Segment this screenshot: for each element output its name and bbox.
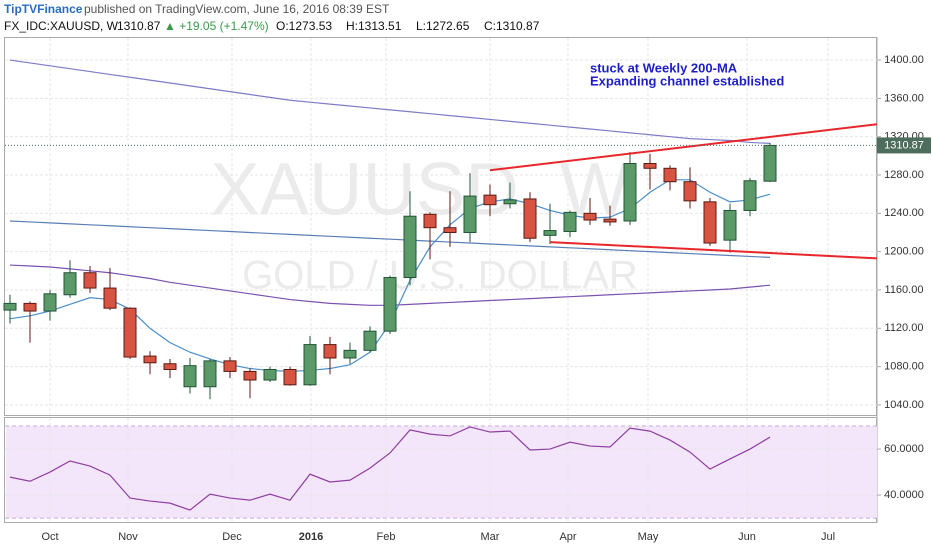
candle-body [683,181,697,202]
trend-line [489,123,878,172]
candle-body [443,227,457,233]
y-tick-label: 1280.00 [884,169,924,181]
candle-body [123,307,137,358]
candle-body [303,344,317,386]
last-price: 1310.87 [117,19,161,33]
last-price-box [877,137,931,154]
y-tick-label: 1040.00 [884,399,924,411]
candle-body [463,195,477,233]
y-tick-label: 1360.00 [884,92,924,104]
symbol: FX_IDC:XAUUSD, W [4,19,119,33]
x-tick-label: Nov [118,531,138,543]
candle-body [403,215,417,279]
y-tick-label: 1120.00 [885,322,924,334]
candle-body [723,209,737,241]
candle-body [3,302,17,311]
candle-body [43,293,57,312]
candle-body [83,272,97,289]
watermark-subtitle: GOLD / U.S. DOLLAR [242,254,638,298]
candle-body [583,212,597,221]
candle-body [343,349,357,359]
candle-body [563,211,577,233]
x-tick-label: Apr [559,531,576,543]
y-tick-label: 40.0000 [884,489,924,501]
candle-body [743,180,757,211]
y-tick-label: 1400.00 [884,54,924,66]
candle-body [523,198,537,239]
x-tick-label: Jun [738,531,756,543]
candle-body [103,287,117,309]
candle-body [323,344,337,359]
candle-body [283,368,297,386]
x-tick-label: Jul [821,531,835,543]
candle-body [763,144,777,182]
x-tick-label: May [638,531,659,543]
candle-body [543,230,557,236]
y-tick-label: 60.0000 [884,443,924,455]
candle-body [383,277,397,332]
low: L:1272.65 [416,19,470,33]
publisher[interactable]: TipTVFinance [4,2,83,16]
candle-body [63,272,77,296]
x-tick-label: 2016 [299,531,323,543]
candle-body [603,218,617,223]
high: H:1313.51 [346,19,402,33]
candle-body [663,167,677,183]
candle-body [163,363,177,370]
candle-body [623,163,637,222]
x-tick-label: Mar [481,531,500,543]
x-tick-label: Feb [377,531,396,543]
trend-line [549,241,878,260]
candle-body [483,194,497,206]
rsi-line [9,426,771,511]
y-tick-label: 1080.00 [884,361,924,373]
moving-average [9,59,771,144]
x-tick-label: Oct [41,531,58,543]
candle-body [423,213,437,229]
annotation: stuck at Weekly 200-MA [590,60,738,75]
candle-body [23,302,37,312]
annotation: Expanding channel established [590,73,784,88]
rsi-band [6,426,877,519]
x-tick-label: Dec [222,531,242,543]
candle-body [223,360,237,372]
candle-body [643,163,657,169]
close: C:1310.87 [484,19,540,33]
candle-body [503,199,517,205]
change: ▲ +19.05 (+1.47%) [164,19,269,33]
open: O:1273.53 [276,19,332,33]
candle-body [243,370,257,381]
candle-body [263,368,277,381]
published-info: published on TradingView.com, June 16, 2… [84,2,390,16]
moving-average [9,220,771,258]
candle-body [143,355,157,364]
y-tick-label: 1160.00 [885,284,924,296]
candle-body [183,365,197,388]
last-price-label: 1310.87 [884,139,924,151]
candle-body [363,330,377,351]
candle-body [203,360,217,388]
y-tick-label: 1240.00 [884,207,924,219]
candle-body [703,201,717,244]
y-tick-label: 1200.00 [884,246,924,258]
